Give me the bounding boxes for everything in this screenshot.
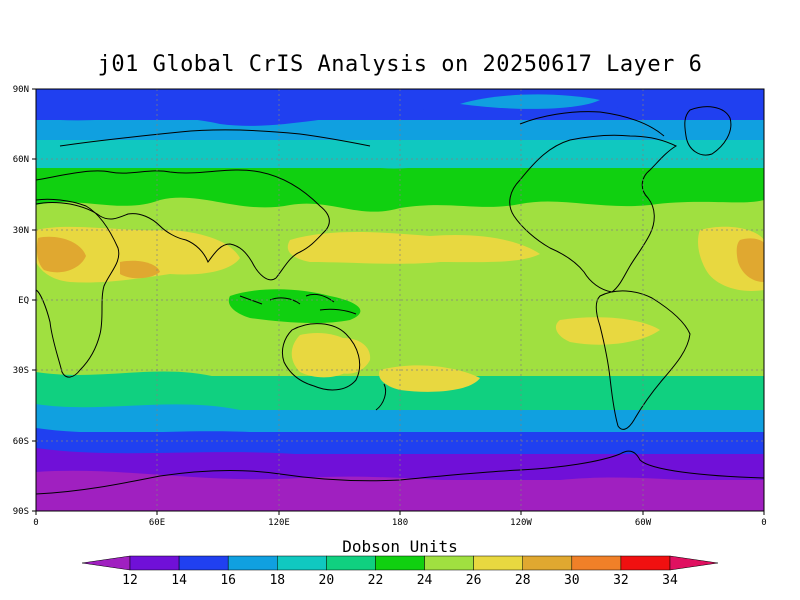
colorbar: 12 14 16 18 20 22 24 26 28 30 32 34: [81, 555, 719, 588]
colorbar-level-label: 34: [662, 573, 678, 588]
lat-label-90s: 90S: [13, 507, 29, 517]
colorbar-level-label: 32: [613, 573, 629, 588]
graticule: [36, 89, 764, 511]
colorbar-segment: [375, 555, 425, 571]
lat-label-30n: 30N: [13, 226, 29, 236]
coast-canada-arctic: [519, 111, 665, 137]
atlantic-orange: [736, 238, 764, 282]
colorbar-level-label: 18: [269, 573, 285, 588]
south-pacific-yellow: [378, 365, 480, 392]
sh-cyan-wave: [36, 404, 764, 432]
lon-label-0-west: 0: [33, 518, 38, 528]
arctic-cyan-patch: [460, 94, 600, 109]
colorbar-segment: [277, 555, 327, 571]
lon-label-60e: 60E: [149, 518, 165, 528]
coast-africa: [36, 198, 120, 378]
colorbar-segment: [620, 555, 671, 571]
lon-label-180: 180: [392, 518, 408, 528]
lat-label-90n: 90N: [13, 85, 29, 95]
colorbar-title: Dobson Units: [342, 537, 458, 556]
colorbar-segment: [326, 555, 376, 571]
colorbar-over-triangle: [669, 555, 719, 571]
colorbar-segment: [424, 555, 474, 571]
coast-new-zealand: [375, 383, 387, 411]
colorbar-segment: [129, 555, 180, 571]
axis-ticks: [32, 88, 765, 515]
colorbar-level-label: 26: [466, 573, 482, 588]
ozone-field: [36, 89, 764, 511]
coast-greenland: [684, 106, 732, 156]
lat-label-60n: 60N: [13, 155, 29, 165]
lat-label-30s: 30S: [13, 366, 29, 376]
lon-label-60w: 60W: [635, 518, 652, 528]
colorbar-level-label: 24: [417, 573, 433, 588]
coast-south-america: [595, 290, 691, 430]
arabia-orange: [120, 260, 160, 279]
africa-arabia-yellow: [36, 226, 240, 283]
colorbar-level-label: 28: [515, 573, 531, 588]
colorbar-level-label: 30: [564, 573, 580, 588]
colorbar-segment: [571, 555, 622, 571]
coast-arctic-russia: [59, 129, 371, 147]
lon-label-120e: 120E: [268, 518, 290, 528]
south-atlantic-yellow: [555, 317, 660, 345]
coast-north-america: [509, 134, 678, 293]
lon-label-0-east: 0: [761, 518, 766, 528]
central-pacific-yellow: [287, 232, 540, 264]
lat-labels: 90N 60N 30N EQ 30S 60S 90S: [13, 85, 29, 517]
colorbar-level-label: 16: [220, 573, 236, 588]
map-title: j01 Global CrIS Analysis on 20250617 Lay…: [97, 52, 703, 77]
colorbar-segment: [227, 555, 278, 571]
coast-antarctica: [36, 450, 764, 495]
sahara-orange: [36, 236, 86, 273]
coast-europe-asia: [36, 169, 330, 281]
colorbar-segment: [178, 555, 229, 571]
colorbar-segment: [473, 555, 523, 571]
colorbar-level-label: 12: [122, 573, 138, 588]
lat-label-eq: EQ: [18, 296, 29, 306]
colorbar-level-label: 14: [171, 573, 187, 588]
lon-labels: 0 60E 120E 180 120W 60W 0: [33, 518, 766, 528]
colorbar-under-triangle: [81, 555, 131, 571]
lon-label-120w: 120W: [510, 518, 532, 528]
colorbar-segment: [522, 555, 573, 571]
coast-australia: [281, 323, 361, 391]
lat-label-60s: 60S: [13, 437, 29, 447]
colorbar-level-label: 22: [368, 573, 384, 588]
colorbar-level-label: 20: [319, 573, 335, 588]
